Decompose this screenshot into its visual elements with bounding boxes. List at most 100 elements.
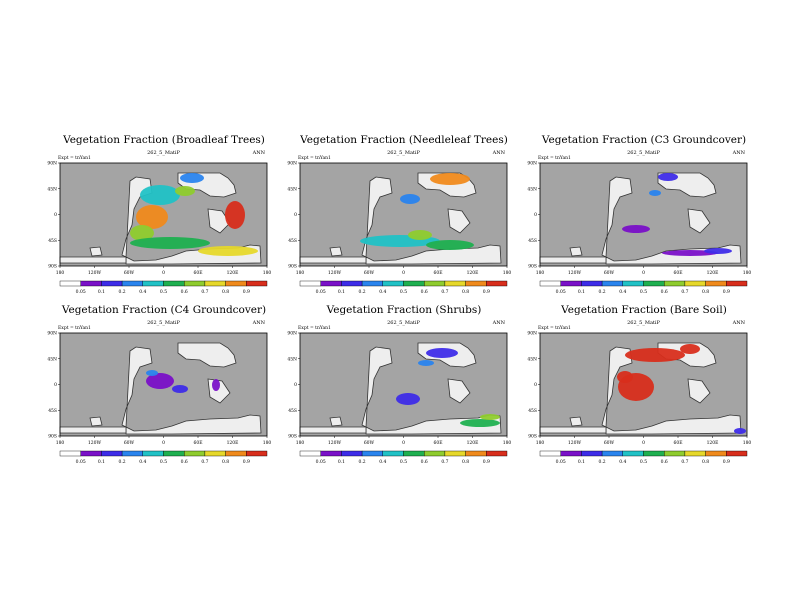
value-patch-5	[418, 360, 434, 366]
colorbar-tick-label: 0.05	[76, 459, 86, 465]
landmass-5	[539, 256, 607, 264]
value-patch-6	[225, 201, 245, 229]
y-tick-label: 0	[54, 212, 57, 218]
y-tick-label: 0	[534, 212, 537, 218]
value-patch-4	[480, 414, 500, 420]
colorbar-segment	[320, 280, 342, 287]
landmass-5	[299, 256, 367, 264]
colorbar-tick-label: 0.8	[222, 289, 229, 295]
x-tick-label: 60W	[124, 440, 135, 446]
colorbar-segment	[560, 450, 582, 457]
value-patch-2	[172, 385, 188, 393]
x-tick-label: 60W	[364, 440, 375, 446]
y-tick-label: 0	[534, 382, 537, 388]
x-tick-label: 0	[402, 440, 405, 446]
landmass-4	[89, 246, 103, 257]
x-tick-label: 0	[642, 440, 645, 446]
landmass-3	[687, 378, 711, 404]
landmass-1	[121, 346, 262, 435]
panel-6: Vegetation Fraction (Bare Soil) Expt = tn…	[527, 304, 751, 465]
colorbar-segment	[80, 280, 102, 287]
colorbar-segment	[403, 280, 425, 287]
map	[299, 162, 508, 267]
value-patch-2	[396, 393, 420, 405]
season-label: ANN	[732, 150, 746, 156]
run-label: 262_5_MatiP	[627, 150, 660, 156]
value-patch-3	[426, 240, 474, 250]
value-patch-3	[212, 379, 220, 391]
x-tick-label: 0	[402, 270, 405, 276]
colorbar-segment	[539, 280, 561, 287]
colorbar-tick-label: 0.8	[702, 459, 709, 465]
y-tick-label: 45S	[48, 408, 57, 414]
colorbar-segment	[486, 280, 508, 287]
x-tick-label: 0	[162, 440, 165, 446]
panel-title: Vegetation Fraction (Needleleaf Trees)	[299, 134, 508, 146]
colorbar-segment	[341, 450, 363, 457]
landmass-5	[299, 426, 367, 434]
run-label: 262_5_MatiP	[147, 150, 180, 156]
y-tick-label: 0	[54, 382, 57, 388]
colorbar-segment	[643, 450, 665, 457]
colorbar-segment	[246, 450, 268, 457]
y-tick-label: 45N	[287, 186, 297, 192]
colorbar-segment	[59, 450, 81, 457]
panel-2: Vegetation Fraction (Needleleaf Trees) Ex…	[287, 134, 511, 295]
colorbar-segment	[560, 280, 582, 287]
colorbar-tick-label: 0.2	[359, 289, 366, 295]
colorbar-segment	[163, 450, 185, 457]
colorbar-tick-label: 0.2	[599, 459, 606, 465]
map	[59, 162, 268, 267]
y-tick-label: 90N	[287, 331, 297, 337]
x-tick-label: 60E	[193, 440, 202, 446]
value-patch-7	[180, 173, 204, 183]
y-tick-label: 90N	[47, 331, 57, 337]
run-label: 262_5_MatiP	[627, 320, 660, 326]
landmass-3	[687, 208, 711, 234]
colorbar-tick-label: 0.4	[139, 459, 146, 465]
experiment-label: Expt = tnYan1	[58, 155, 91, 161]
colorbar-segment	[444, 280, 466, 287]
colorbar-segment	[299, 280, 321, 287]
landmass-1	[601, 346, 742, 435]
colorbar-tick-label: 0.5	[400, 289, 407, 295]
colorbar: 0.05 0.1 0.2 0.4 0.5 0.6 0.7 0.8 0.9	[59, 280, 268, 295]
x-tick-label: 180	[743, 440, 752, 446]
colorbar-tick-label: 0.1	[578, 289, 585, 295]
x-tick-label: 0	[642, 270, 645, 276]
colorbar-segment	[622, 280, 644, 287]
colorbar-segment	[705, 280, 727, 287]
colorbar-segment	[684, 280, 706, 287]
value-patch-3	[130, 225, 154, 241]
landmass-4	[329, 246, 343, 257]
experiment-label: Expt = tnYan1	[298, 325, 331, 331]
value-patch-1	[426, 348, 458, 358]
x-tick-label: 180	[503, 440, 512, 446]
colorbar-segment	[299, 450, 321, 457]
colorbar-segment	[622, 450, 644, 457]
colorbar-segment	[705, 450, 727, 457]
y-tick-label: 90S	[288, 264, 297, 270]
colorbar-segment	[601, 450, 623, 457]
landmass-5	[539, 426, 607, 434]
value-patch-4	[146, 370, 158, 376]
landmass-1	[361, 176, 502, 265]
panel-title: Vegetation Fraction (C4 Groundcover)	[61, 304, 266, 316]
x-tick-label: 60E	[433, 270, 442, 276]
x-tick-label: 180	[56, 440, 65, 446]
season-label: ANN	[252, 150, 266, 156]
y-tick-label: 90N	[527, 331, 537, 337]
colorbar-tick-label: 0.1	[338, 459, 345, 465]
colorbar-segment	[424, 450, 446, 457]
colorbar-segment	[361, 280, 384, 287]
colorbar-segment	[121, 280, 143, 287]
y-tick-label: 0	[294, 382, 297, 388]
colorbar-segment	[320, 450, 342, 457]
colorbar-tick-label: 0.7	[441, 289, 448, 295]
colorbar-tick-label: 0.1	[578, 459, 585, 465]
x-tick-label: 180	[536, 440, 545, 446]
colorbar-segment	[101, 450, 123, 457]
x-tick-label: 60W	[364, 270, 375, 276]
colorbar-tick-label: 0.9	[483, 289, 490, 295]
